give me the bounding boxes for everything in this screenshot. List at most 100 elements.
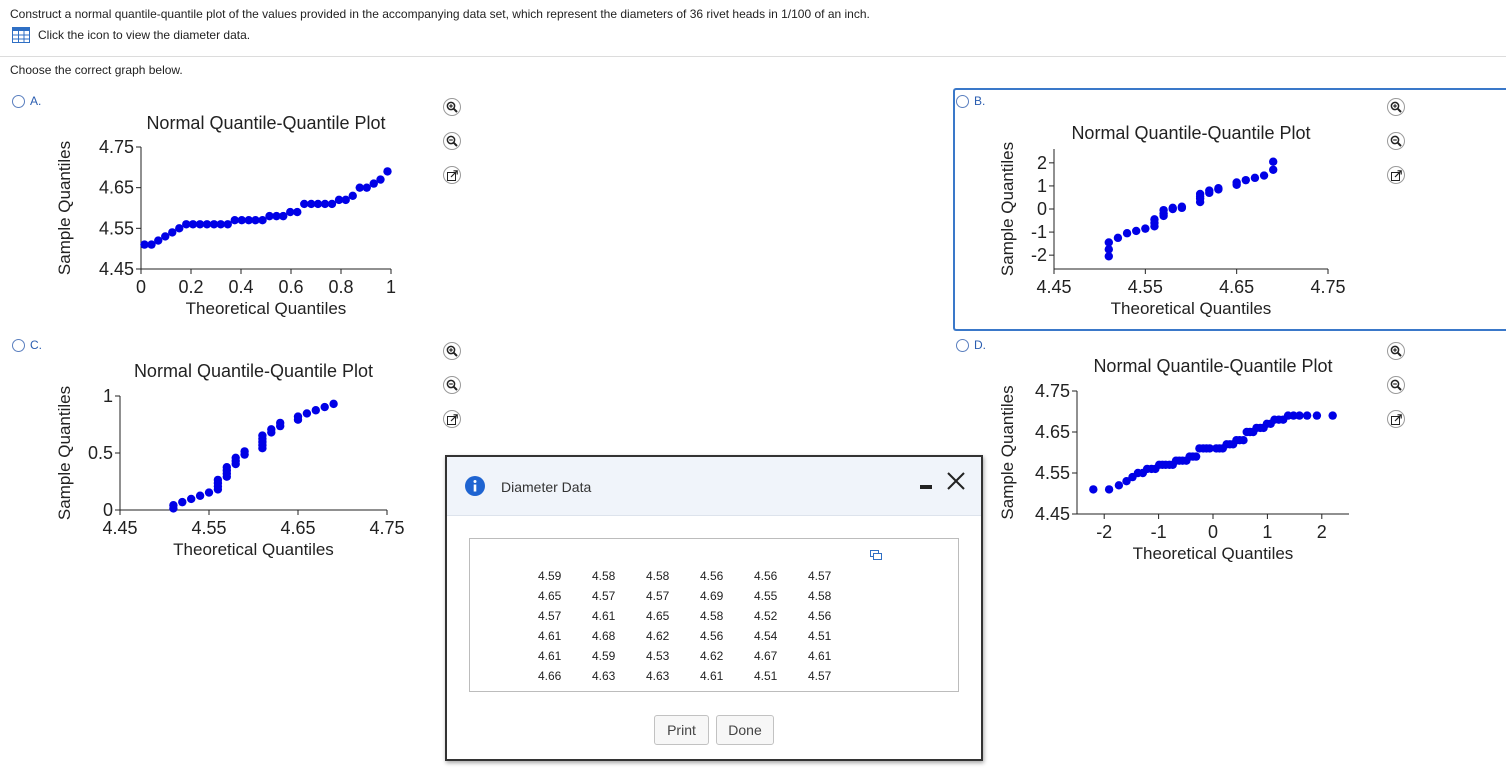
data-point: [329, 399, 338, 409]
data-point: [195, 220, 205, 229]
data-point: [1177, 202, 1187, 211]
table-cell: 4.53: [646, 649, 670, 663]
data-point: [362, 183, 371, 192]
popout-icon[interactable]: [443, 410, 461, 428]
zoom-out-icon[interactable]: [1387, 132, 1405, 150]
popout-icon[interactable]: [1387, 410, 1405, 428]
data-point: [204, 488, 214, 497]
table-cell: 4.56: [700, 569, 724, 583]
zoom-out-icon[interactable]: [443, 132, 461, 150]
y-tick-label: 2: [1037, 153, 1047, 173]
table-cell: 4.56: [754, 569, 778, 583]
minimize-icon[interactable]: [917, 479, 935, 493]
data-point: [209, 220, 219, 229]
y-tick-label: -2: [1031, 245, 1047, 265]
zoom-in-icon[interactable]: [443, 342, 461, 360]
data-point: [1132, 226, 1141, 236]
table-cell: 4.68: [592, 629, 616, 643]
data-point: [311, 406, 320, 415]
zoom-out-icon[interactable]: [1387, 376, 1405, 394]
x-tick-label: 0.6: [278, 277, 303, 297]
data-point: [276, 418, 285, 428]
view-data-label[interactable]: Click the icon to view the diameter data…: [38, 28, 251, 42]
view-data-link[interactable]: Click the icon to view the diameter data…: [12, 27, 250, 43]
x-axis-label: Theoretical Quantiles: [1133, 544, 1294, 563]
table-cell: 4.65: [646, 609, 670, 623]
option-d[interactable]: D.: [956, 338, 986, 352]
data-point: [222, 463, 231, 472]
data-point: [1328, 411, 1337, 420]
table-cell: 4.54: [754, 629, 778, 643]
data-point: [1122, 229, 1132, 238]
zoom-in-icon[interactable]: [443, 98, 461, 116]
data-point: [1168, 203, 1177, 213]
data-point: [383, 167, 392, 176]
data-point: [307, 199, 316, 209]
table-cell: 4.55: [754, 589, 778, 603]
axis-lines: [1076, 391, 1349, 515]
data-point: [313, 199, 323, 209]
data-point: [1104, 238, 1113, 247]
plot-title: Normal Quantile-Quantile Plot: [1071, 123, 1310, 143]
data-point: [327, 199, 337, 209]
qq-plot-a: 0 0.2 0.4 0.6 0.8 1 4.45 4.55 4.65 4.75 Normal Qua…: [55, 113, 396, 318]
y-tick-label: 4.75: [1035, 381, 1070, 401]
table-cell: 4.59: [592, 649, 616, 663]
data-point: [300, 199, 309, 209]
table-cell: 4.58: [700, 609, 724, 623]
x-tick-label: 4.65: [1219, 277, 1254, 297]
x-tick-label: 0.2: [178, 277, 203, 297]
data-point: [1104, 252, 1113, 261]
data-point: [140, 240, 149, 249]
data-point: [293, 412, 303, 421]
data-point: [1089, 485, 1098, 494]
table-cell: 4.58: [592, 569, 616, 583]
data-point: [168, 228, 177, 237]
data-point: [1159, 205, 1168, 215]
data-point: [1269, 157, 1278, 166]
data-point: [188, 220, 198, 229]
y-tick-label: 0: [1037, 199, 1047, 219]
plot-title: Normal Quantile-Quantile Plot: [1093, 356, 1332, 376]
zoom-in-icon[interactable]: [1387, 342, 1405, 360]
zoom-in-icon[interactable]: [1387, 98, 1405, 116]
table-cell: 4.57: [808, 569, 832, 583]
option-c[interactable]: C.: [12, 338, 42, 352]
data-point: [187, 494, 196, 504]
data-point: [376, 175, 385, 184]
x-tick-label: 1: [1262, 522, 1272, 542]
table-cell: 4.56: [808, 609, 832, 623]
data-point: [175, 224, 184, 233]
data-point: [286, 207, 295, 217]
option-b-letter: B.: [974, 94, 986, 108]
table-cell: 4.67: [754, 649, 778, 663]
option-d-radio[interactable]: [956, 338, 969, 352]
y-tick-label: 0.5: [88, 443, 113, 463]
copy-icon[interactable]: [870, 550, 882, 560]
info-icon: [465, 476, 485, 496]
zoom-out-icon[interactable]: [443, 376, 461, 394]
data-point: [341, 195, 350, 205]
done-button[interactable]: Done: [716, 715, 774, 745]
table-cell: 4.57: [538, 609, 562, 623]
print-button[interactable]: Print: [654, 715, 709, 745]
x-tick-label: 4.65: [280, 518, 315, 538]
x-tick-label: 2: [1317, 522, 1327, 542]
popout-icon[interactable]: [443, 166, 461, 184]
data-table-box: 4.59 4.58 4.58 4.56 4.56 4.57 4.65 4.57 4.57 4.69…: [469, 538, 959, 692]
table-cell: 4.61: [700, 669, 724, 683]
data-point: [258, 431, 267, 440]
table-cell: 4.66: [538, 669, 562, 683]
data-point: [265, 211, 274, 221]
option-a[interactable]: A.: [12, 94, 41, 108]
popout-icon[interactable]: [1387, 166, 1405, 184]
table-icon[interactable]: [12, 27, 30, 43]
table-row: 4.61 4.59 4.53 4.62 4.67 4.61: [538, 646, 862, 666]
option-a-radio[interactable]: [12, 94, 25, 108]
close-icon[interactable]: [945, 470, 967, 492]
divider: [0, 56, 1506, 57]
option-b[interactable]: B.: [956, 94, 985, 108]
option-c-radio[interactable]: [12, 338, 25, 352]
x-axis-label: Theoretical Quantiles: [1111, 299, 1272, 318]
option-b-radio[interactable]: [956, 94, 969, 108]
